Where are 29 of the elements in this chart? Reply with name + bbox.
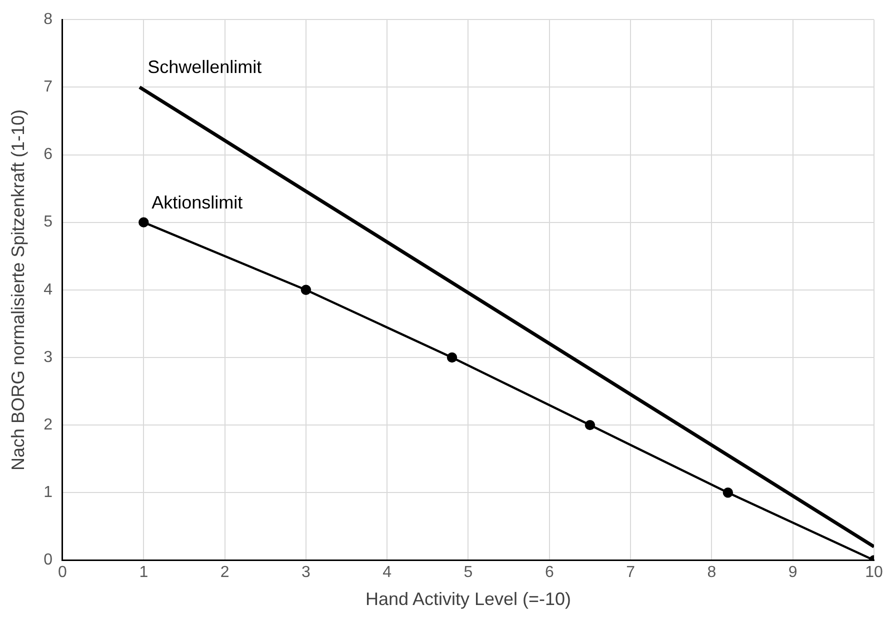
x-tick-label: 2: [220, 564, 230, 582]
y-tick-label: 0: [44, 552, 53, 569]
series-label: Schwellenlimit: [148, 57, 262, 78]
x-tick-label: 6: [544, 564, 554, 582]
x-tick-label: 1: [139, 564, 148, 582]
x-tick-label: 0: [58, 564, 68, 582]
point: [584, 420, 596, 430]
y-tick-label: 4: [44, 281, 53, 298]
point: [446, 352, 458, 363]
x-tick-label: 10: [865, 564, 883, 582]
point: [722, 488, 734, 498]
y-tick-label: 8: [44, 11, 53, 28]
x-tick-label: 5: [464, 564, 473, 582]
point: [138, 217, 149, 228]
y-tick-label: 2: [44, 416, 53, 434]
y-tick-label: 3: [44, 348, 53, 366]
y-axis-title: Nach BORG normalisierte Spitzenkraft (1-10): [8, 109, 28, 470]
point: [300, 284, 312, 295]
x-tick-label: 4: [382, 564, 392, 582]
x-tick-label: 8: [707, 564, 716, 582]
x-tick-label: 3: [301, 564, 310, 582]
y-tick-label: 1: [44, 484, 53, 502]
y-tick-label: 5: [44, 214, 53, 231]
y-tick-label: 6: [44, 146, 53, 164]
x-axis-title: Hand Activity Level (=-10): [365, 589, 572, 610]
y-tick-label: 7: [44, 78, 53, 96]
series-label: Aktionslimit: [152, 192, 243, 212]
x-tick-label: 9: [788, 564, 798, 582]
x-tick-label: 7: [626, 564, 636, 582]
